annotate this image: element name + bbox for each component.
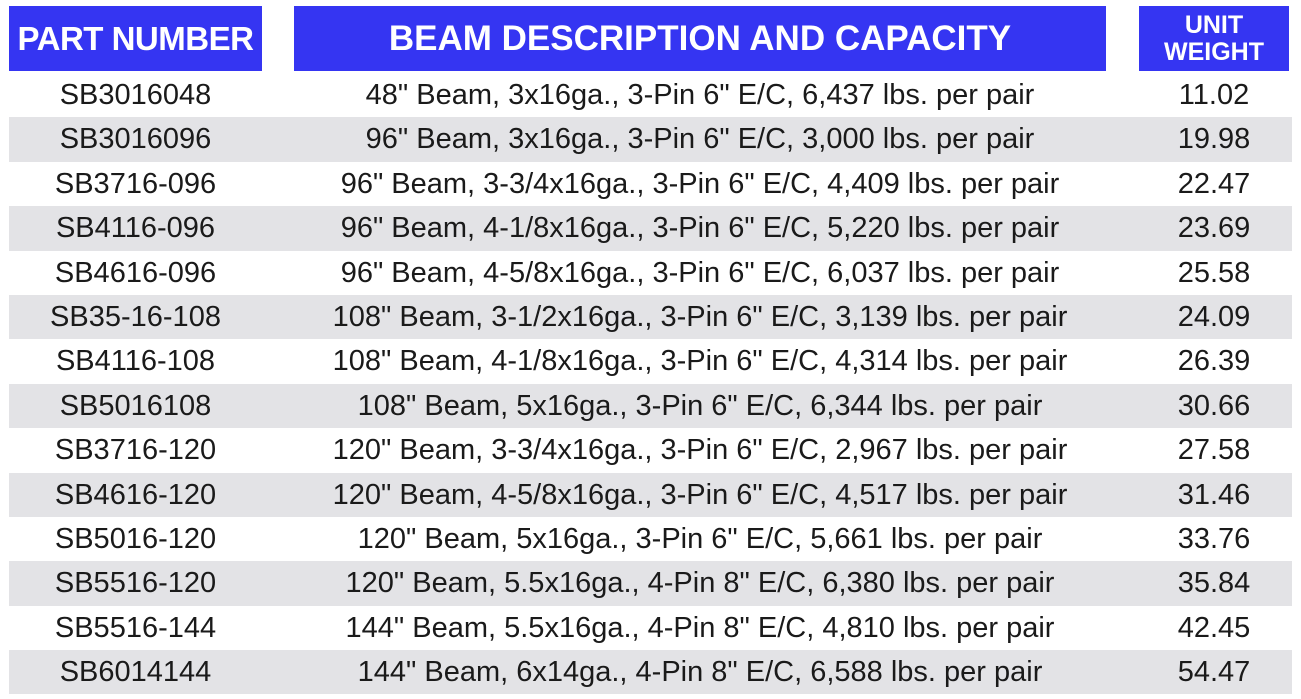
description-cell: 108" Beam, 3-1/2x16ga., 3-Pin 6" E/C, 3,… (332, 300, 1068, 333)
table-row: SB3716-096 96" Beam, 3-3/4x16ga., 3-Pin … (0, 162, 1301, 206)
unit-weight-cell: 31.46 (1177, 478, 1251, 511)
unit-weight-cell: 33.76 (1177, 522, 1251, 555)
table-row: SB3716-120 120" Beam, 3-3/4x16ga., 3-Pin… (0, 428, 1301, 472)
table-row: SB4616-096 96" Beam, 4-5/8x16ga., 3-Pin … (0, 251, 1301, 295)
part-number-cell: SB3716-096 (54, 167, 217, 200)
description-cell: 96" Beam, 3-3/4x16ga., 3-Pin 6" E/C, 4,4… (340, 167, 1060, 200)
description-cell: 96" Beam, 4-5/8x16ga., 3-Pin 6" E/C, 6,0… (340, 256, 1060, 289)
part-number-cell: SB3716-120 (54, 434, 217, 467)
table-row: SB5516-120 120" Beam, 5.5x16ga., 4-Pin 8… (0, 561, 1301, 606)
part-number-cell: SB5516-144 (54, 611, 217, 644)
unit-weight-cell: 27.58 (1177, 434, 1251, 467)
part-number-cell: SB4116-096 (55, 212, 216, 245)
table-row: SB4116-096 96" Beam, 4-1/8x16ga., 3-Pin … (0, 206, 1301, 251)
description-cell: 120" Beam, 5x16ga., 3-Pin 6" E/C, 5,661 … (357, 522, 1043, 555)
description-cell: 144" Beam, 5.5x16ga., 4-Pin 8" E/C, 4,81… (345, 611, 1055, 644)
unit-weight-cell: 11.02 (1178, 79, 1250, 111)
description-cell: 108" Beam, 4-1/8x16ga., 3-Pin 6" E/C, 4,… (332, 345, 1068, 378)
unit-weight-cell: 23.69 (1177, 212, 1251, 245)
unit-weight-cell: 42.45 (1177, 611, 1251, 644)
description-cell: 120" Beam, 3-3/4x16ga., 3-Pin 6" E/C, 2,… (332, 434, 1068, 467)
part-number-cell: SB6014144 (59, 656, 212, 689)
table-row: SB5516-144 144" Beam, 5.5x16ga., 4-Pin 8… (0, 606, 1301, 650)
description-cell: 144" Beam, 6x14ga., 4-Pin 8" E/C, 6,588 … (357, 656, 1043, 689)
unit-weight-cell: 30.66 (1177, 389, 1251, 422)
part-number-cell: SB4616-120 (54, 478, 217, 511)
table-row: SB6014144 144" Beam, 6x14ga., 4-Pin 8" E… (0, 650, 1301, 695)
unit-weight-cell: 22.47 (1177, 167, 1251, 200)
unit-weight-cell: 35.84 (1177, 567, 1251, 600)
unit-weight-cell: 19.98 (1177, 123, 1251, 156)
part-number-cell: SB35-16-108 (50, 300, 221, 333)
unit-weight-cell: 54.47 (1177, 656, 1251, 689)
description-cell: 96" Beam, 3x16ga., 3-Pin 6" E/C, 3,000 l… (365, 123, 1035, 156)
part-number-cell: SB4616-096 (54, 256, 217, 289)
part-number-header: PART NUMBER (9, 6, 262, 71)
unit-weight-header-line2: WEIGHT (1164, 37, 1264, 66)
unit-weight-cell: 25.58 (1177, 256, 1251, 289)
part-number-cell: SB3016048 (59, 79, 212, 111)
unit-weight-header: UNIT WEIGHT (1139, 6, 1289, 71)
description-cell: 108" Beam, 5x16ga., 3-Pin 6" E/C, 6,344 … (357, 389, 1043, 422)
unit-weight-header-line1: UNIT (1184, 10, 1244, 39)
part-number-cell: SB4116-108 (55, 345, 216, 378)
beam-description-header: BEAM DESCRIPTION AND CAPACITY (294, 6, 1106, 71)
table-row: SB35-16-108 108" Beam, 3-1/2x16ga., 3-Pi… (0, 294, 1301, 340)
table-row: SB3016048 48" Beam, 3x16ga., 3-Pin 6" E/… (0, 73, 1301, 117)
description-cell: 120" Beam, 5.5x16ga., 4-Pin 8" E/C, 6,38… (345, 567, 1055, 600)
part-number-cell: SB5016108 (59, 389, 212, 422)
description-cell: 120" Beam, 4-5/8x16ga., 3-Pin 6" E/C, 4,… (332, 478, 1068, 511)
beam-table-body: SB3016048 48" Beam, 3x16ga., 3-Pin 6" E/… (0, 73, 1301, 695)
table-row: SB3016096 96" Beam, 3x16ga., 3-Pin 6" E/… (0, 117, 1301, 162)
table-row: SB4116-108 108" Beam, 4-1/8x16ga., 3-Pin… (0, 339, 1301, 383)
unit-weight-cell: 26.39 (1177, 345, 1251, 378)
part-number-cell: SB5016-120 (54, 522, 217, 555)
part-number-cell: SB3016096 (59, 123, 212, 156)
description-cell: 48" Beam, 3x16ga., 3-Pin 6" E/C, 6,437 l… (365, 79, 1035, 111)
part-number-cell: SB5516-120 (54, 567, 217, 600)
table-row: SB5016-120 120" Beam, 5x16ga., 3-Pin 6" … (0, 517, 1301, 561)
unit-weight-cell: 24.09 (1177, 300, 1251, 333)
table-row: SB4616-120 120" Beam, 4-5/8x16ga., 3-Pin… (0, 472, 1301, 517)
description-cell: 96" Beam, 4-1/8x16ga., 3-Pin 6" E/C, 5,2… (340, 212, 1060, 245)
table-row: SB5016108 108" Beam, 5x16ga., 3-Pin 6" E… (0, 383, 1301, 429)
